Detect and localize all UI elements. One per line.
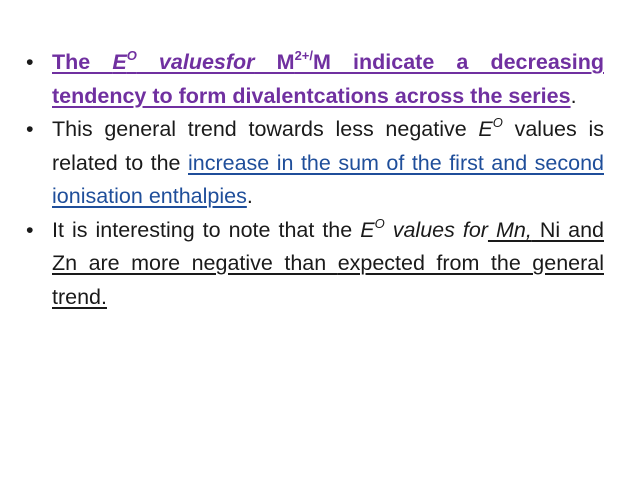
highlight-ionisation: increase in the sum of the first and sec… xyxy=(52,150,604,209)
e-symbol: EO xyxy=(112,48,137,74)
e-letter: E xyxy=(112,50,127,74)
text-related: values is related to the xyxy=(52,117,604,175)
bullet-dot-icon: • xyxy=(26,117,34,141)
period: . xyxy=(570,83,577,108)
bullet-1-text: The EO valuesfor M2+/M indicate a decrea… xyxy=(52,48,604,108)
text-interesting: It is interesting to note that the xyxy=(52,217,361,242)
text-statement: M indicate a decreasing tendency to form… xyxy=(52,50,604,108)
text-mn: Mn, xyxy=(487,217,532,242)
text-values: valuesfor xyxy=(136,50,255,74)
m-superscript: 2+/ xyxy=(294,48,313,63)
text-ni-zn: Ni and Zn are more negative than xyxy=(52,217,604,276)
e-symbol: EO xyxy=(478,115,503,141)
e-symbol: EO xyxy=(360,215,385,242)
text-the: The xyxy=(52,50,113,74)
text-values-for: values for xyxy=(384,217,488,242)
bullet-dot-icon: • xyxy=(26,50,34,74)
e-superscript: O xyxy=(374,215,385,231)
text-expected: expected from the general trend. xyxy=(52,251,604,309)
bullet-item-3: • It is interesting to note that the EO … xyxy=(26,214,604,315)
bullet-item-1: • The EO valuesfor M2+/M indicate a decr… xyxy=(26,46,604,113)
e-letter: E xyxy=(478,117,493,141)
e-superscript: O xyxy=(126,48,137,63)
e-superscript: O xyxy=(492,115,503,130)
bullet-item-2: • This general trend towards less negati… xyxy=(26,113,604,214)
e-letter: E xyxy=(360,217,375,242)
text-m: M xyxy=(254,50,295,74)
text-trend: This general trend towards less negative xyxy=(52,117,479,141)
period: . xyxy=(246,184,253,208)
bullet-dot-icon: • xyxy=(26,217,34,242)
bullet-list: • The EO valuesfor M2+/M indicate a decr… xyxy=(26,46,604,314)
